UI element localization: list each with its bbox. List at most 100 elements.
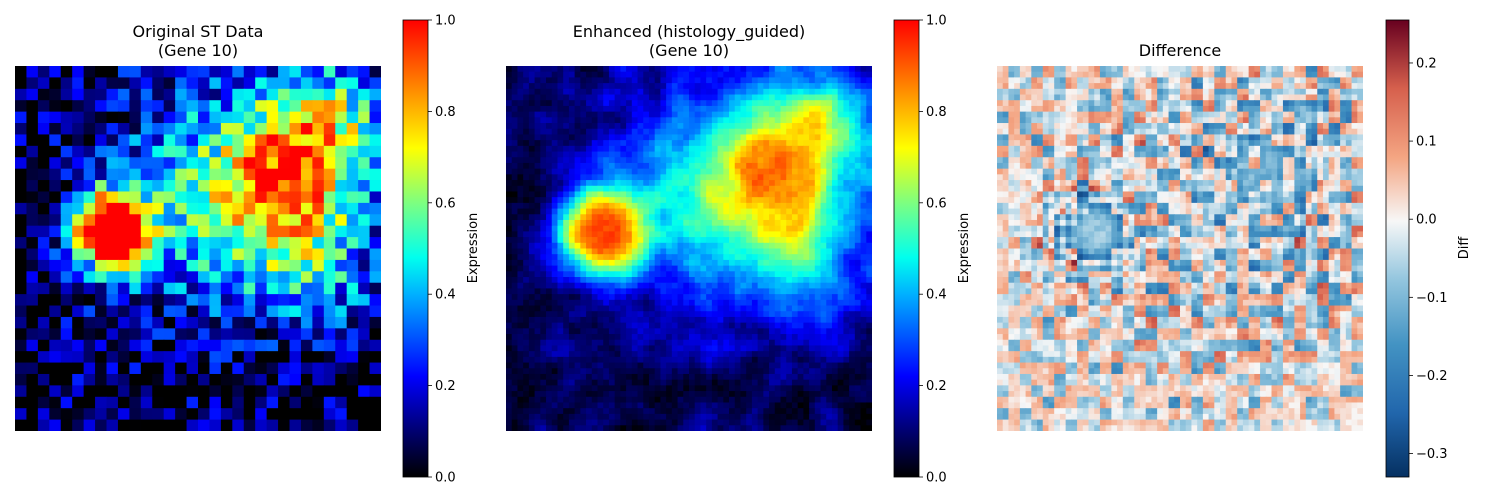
heatmap-original-cell	[346, 362, 359, 375]
heatmap-enhanced-cell	[809, 162, 816, 170]
heatmap-enhanced-cell	[820, 356, 827, 364]
heatmap-enhanced-cell	[820, 322, 827, 329]
heatmap-enhanced-cell	[866, 345, 872, 352]
heatmap-enhanced-cell	[700, 162, 707, 170]
heatmap-enhanced-cell	[774, 254, 782, 261]
heatmap-enhanced-cell	[563, 311, 570, 318]
heatmap-original-cell	[163, 134, 176, 147]
heatmap-enhanced-cell	[849, 197, 856, 204]
heatmap-enhanced-cell	[694, 197, 702, 204]
heatmap-original-cell	[335, 168, 348, 181]
heatmap-enhanced-cell	[666, 362, 673, 369]
heatmap-enhanced-cell	[717, 111, 724, 118]
heatmap-original-cell	[220, 362, 233, 375]
heatmap-enhanced-cell	[597, 379, 604, 386]
heatmap-enhanced-cell	[729, 265, 736, 272]
heatmap-original-cell	[312, 305, 325, 318]
heatmap-enhanced-cell	[734, 66, 742, 73]
heatmap-enhanced-cell	[551, 168, 559, 175]
heatmap-enhanced-cell	[643, 288, 650, 295]
heatmap-enhanced-cell	[706, 83, 713, 90]
heatmap-enhanced-cell	[637, 197, 644, 204]
heatmap-enhanced-cell	[826, 83, 833, 90]
heatmap-enhanced-cell	[746, 305, 753, 312]
heatmap-enhanced-cell	[528, 157, 536, 164]
heatmap-enhanced-cell	[671, 168, 679, 175]
heatmap-original-cell	[289, 100, 302, 113]
heatmap-original-cell	[232, 180, 245, 193]
heatmap-enhanced-cell	[860, 117, 867, 124]
heatmap-original-cell	[49, 339, 62, 352]
heatmap-enhanced-cell	[706, 197, 713, 204]
heatmap-enhanced-cell	[614, 174, 621, 181]
heatmap-enhanced-cell	[786, 396, 793, 404]
heatmap-enhanced-cell	[831, 294, 839, 301]
heatmap-enhanced-cell	[660, 100, 667, 107]
heatmap-original-cell	[37, 66, 50, 79]
heatmap-enhanced-cell	[694, 162, 702, 170]
heatmap-enhanced-cell	[803, 180, 810, 187]
heatmap-enhanced-cell	[809, 168, 816, 175]
heatmap-enhanced-cell	[734, 111, 742, 118]
heatmap-enhanced-cell	[648, 339, 656, 347]
heatmap-original-cell	[186, 362, 199, 375]
heatmap-enhanced-cell	[860, 402, 867, 409]
heatmap-original-cell	[175, 316, 188, 329]
heatmap-original-cell	[335, 419, 348, 431]
heatmap-enhanced-cell	[586, 316, 593, 324]
heatmap-enhanced-cell	[711, 299, 719, 307]
heatmap-enhanced-cell	[643, 128, 650, 136]
heatmap-enhanced-cell	[763, 311, 770, 318]
heatmap-enhanced-cell	[591, 208, 599, 215]
heatmap-enhanced-cell	[706, 162, 713, 170]
heatmap-original-cell	[289, 225, 302, 238]
heatmap-enhanced-cell	[677, 157, 684, 164]
heatmap-original-cell	[335, 191, 348, 204]
heatmap-enhanced-cell	[671, 71, 679, 78]
heatmap-original-cell	[106, 237, 119, 250]
heatmap-enhanced-cell	[631, 157, 639, 164]
heatmap-enhanced-cell	[786, 402, 793, 409]
heatmap-enhanced-cell	[557, 391, 564, 398]
heatmap-original-cell	[186, 225, 199, 238]
heatmap-original-cell	[243, 259, 256, 272]
heatmap-enhanced-cell	[849, 105, 856, 113]
heatmap-enhanced-cell	[620, 345, 627, 352]
heatmap-original-cell	[209, 88, 222, 101]
heatmap-enhanced-cell	[637, 288, 644, 295]
heatmap-enhanced-cell	[740, 66, 747, 73]
heatmap-enhanced-cell	[648, 396, 656, 404]
heatmap-enhanced-cell	[791, 237, 799, 244]
heatmap-enhanced-cell	[608, 408, 616, 415]
heatmap-enhanced-cell	[774, 157, 782, 164]
heatmap-enhanced-cell	[614, 391, 621, 398]
heatmap-enhanced-cell	[774, 373, 782, 381]
heatmap-original-cell	[243, 88, 256, 101]
heatmap-enhanced-cell	[643, 339, 650, 347]
heatmap-original-cell	[312, 100, 325, 113]
heatmap-enhanced-cell	[648, 282, 656, 290]
heatmap-enhanced-cell	[763, 385, 770, 392]
heatmap-enhanced-cell	[757, 105, 764, 113]
heatmap-enhanced-cell	[706, 328, 713, 335]
heatmap-enhanced-cell	[700, 254, 707, 261]
heatmap-enhanced-cell	[603, 105, 610, 113]
heatmap-enhanced-cell	[757, 362, 764, 369]
heatmap-original-cell	[163, 328, 176, 341]
heatmap-enhanced-cell	[683, 299, 690, 307]
heatmap-enhanced-cell	[643, 294, 650, 301]
heatmap-enhanced-cell	[546, 316, 553, 324]
heatmap-original-cell	[220, 259, 233, 272]
heatmap-enhanced-cell	[820, 100, 827, 107]
heatmap-enhanced-cell	[517, 373, 524, 381]
heatmap-enhanced-cell	[689, 237, 696, 244]
heatmap-enhanced-cell	[597, 305, 604, 312]
heatmap-enhanced-cell	[854, 71, 862, 78]
heatmap-enhanced-cell	[620, 151, 627, 158]
heatmap-enhanced-cell	[849, 345, 856, 352]
heatmap-enhanced-cell	[706, 345, 713, 352]
heatmap-enhanced-cell	[511, 162, 519, 170]
heatmap-enhanced-cell	[528, 140, 536, 147]
heatmap-enhanced-cell	[700, 351, 707, 358]
heatmap-original-cell	[186, 271, 199, 284]
